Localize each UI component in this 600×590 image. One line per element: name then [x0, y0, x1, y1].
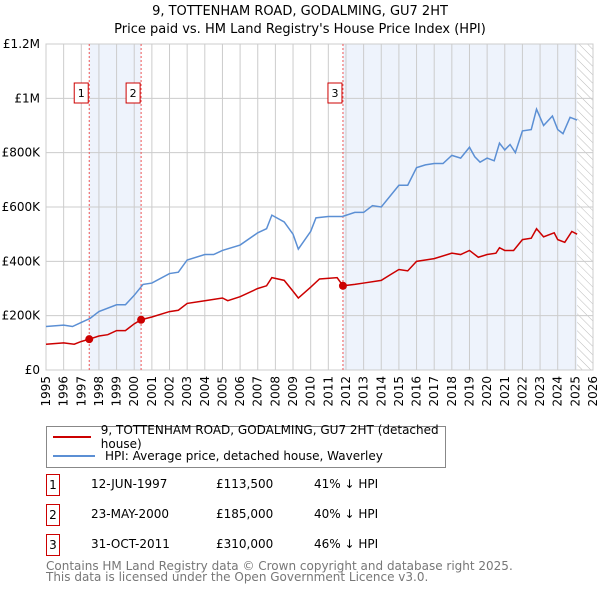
blue-line-swatch: [53, 455, 95, 457]
sale-row: 2 23-MAY-2000 £185,000 40% ↓ HPI: [46, 504, 446, 526]
x-tick-label: 2024: [551, 376, 565, 407]
sale-row: 1 12-JUN-1997 £113,500 41% ↓ HPI: [46, 474, 446, 496]
x-tick-label: 2014: [374, 376, 388, 407]
x-tick-label: 2025: [568, 376, 582, 407]
x-tick-label: 1995: [39, 376, 53, 407]
x-tick-label: 2006: [233, 376, 247, 407]
sale-price: £113,500: [216, 477, 274, 491]
sale-price: £310,000: [216, 537, 274, 551]
sale-hpi-diff: 41% ↓ HPI: [314, 477, 379, 491]
x-tick-label: 2005: [215, 376, 229, 407]
sale-label: 2: [130, 87, 137, 100]
y-tick-label: £600K: [2, 200, 42, 214]
sale-date: 12-JUN-1997: [91, 477, 168, 491]
sale-number-box: 1: [46, 474, 60, 496]
footer-copyright: Contains HM Land Registry data © Crown c…: [46, 559, 513, 573]
x-tick-label: 2001: [145, 376, 159, 407]
x-tick-label: 2004: [198, 376, 212, 407]
sale-label: 3: [331, 87, 338, 100]
x-tick-label: 2021: [498, 376, 512, 407]
x-tick-label: 2000: [127, 376, 141, 407]
x-tick-label: 2018: [445, 376, 459, 407]
footer-licence: This data is licensed under the Open Gov…: [46, 570, 429, 584]
legend: 9, TOTTENHAM ROAD, GODALMING, GU7 2HT (d…: [46, 423, 446, 468]
sale-hpi-diff: 46% ↓ HPI: [314, 537, 379, 551]
x-tick-label: 1996: [57, 376, 71, 407]
chart-title: 9, TOTTENHAM ROAD, GODALMING, GU7 2HT: [152, 4, 448, 19]
x-tick-label: 2022: [515, 376, 529, 407]
price-chart: 1995 1996 1997 1998 1999 2000 2001 2002 2003 2004…: [2, 37, 600, 407]
x-tick-label: 2010: [304, 376, 318, 407]
x-tick-label: 2008: [268, 376, 282, 407]
y-tick-label: £1.2M: [3, 37, 40, 51]
x-tick-label: 2003: [180, 376, 194, 407]
x-tick-label: 2019: [462, 376, 476, 407]
x-tick-label: 2011: [321, 376, 335, 407]
sale-number-box: 3: [46, 534, 60, 556]
x-tick-label: 2009: [286, 376, 300, 407]
x-tick-label: 1999: [110, 376, 124, 407]
red-line-swatch: [53, 436, 91, 438]
sale-number-box: 2: [46, 504, 60, 526]
sale-label-box: [327, 82, 343, 104]
sale-point: [85, 335, 94, 344]
x-tick-label: 2026: [586, 376, 600, 407]
series-line: [45, 106, 578, 328]
x-tick-label: 2002: [163, 376, 177, 407]
x-tick-label: 2015: [392, 376, 406, 407]
sale-price: £185,000: [216, 507, 274, 521]
sale-date: 31-OCT-2011: [91, 537, 170, 551]
x-tick-label: 2017: [427, 376, 441, 407]
x-tick-label: 2007: [251, 376, 265, 407]
chart-subtitle: Price paid vs. HM Land Registry's House …: [114, 22, 486, 37]
x-tick-label: 1998: [92, 376, 106, 407]
x-tick-label: 2012: [339, 376, 353, 407]
y-tick-label: £200K: [2, 309, 42, 323]
sale-hpi-diff: 40% ↓ HPI: [314, 507, 379, 521]
series-line: [45, 227, 578, 345]
sale-point: [137, 315, 146, 324]
legend-label: 9, TOTTENHAM ROAD, GODALMING, GU7 2HT (d…: [100, 423, 439, 451]
x-tick-label: 2016: [410, 376, 424, 407]
x-tick-label: 1997: [74, 376, 88, 407]
sale-label: 1: [78, 87, 85, 100]
x-tick-label: 2020: [480, 376, 494, 407]
x-tick-label: 2023: [533, 376, 547, 407]
legend-item-hpi: HPI: Average price, detached house, Wave…: [53, 446, 383, 466]
legend-label: HPI: Average price, detached house, Wave…: [105, 449, 383, 463]
y-tick-label: £800K: [2, 146, 42, 160]
sale-date: 23-MAY-2000: [91, 507, 170, 521]
y-tick-label: £400K: [2, 254, 42, 268]
x-tick-label: 2013: [357, 376, 371, 407]
sale-label-box: [73, 82, 89, 104]
sale-row: 3 31-OCT-2011 £310,000 46% ↓ HPI: [46, 534, 446, 556]
footer: Contains HM Land Registry data © Crown c…: [46, 559, 513, 584]
plot-border: [45, 43, 594, 371]
y-tick-label: £0: [25, 363, 40, 377]
y-tick-label: £1M: [14, 91, 40, 105]
legend-item-property: 9, TOTTENHAM ROAD, GODALMING, GU7 2HT (d…: [53, 423, 445, 451]
sale-point: [338, 281, 347, 290]
sale-label-box: [125, 82, 141, 104]
